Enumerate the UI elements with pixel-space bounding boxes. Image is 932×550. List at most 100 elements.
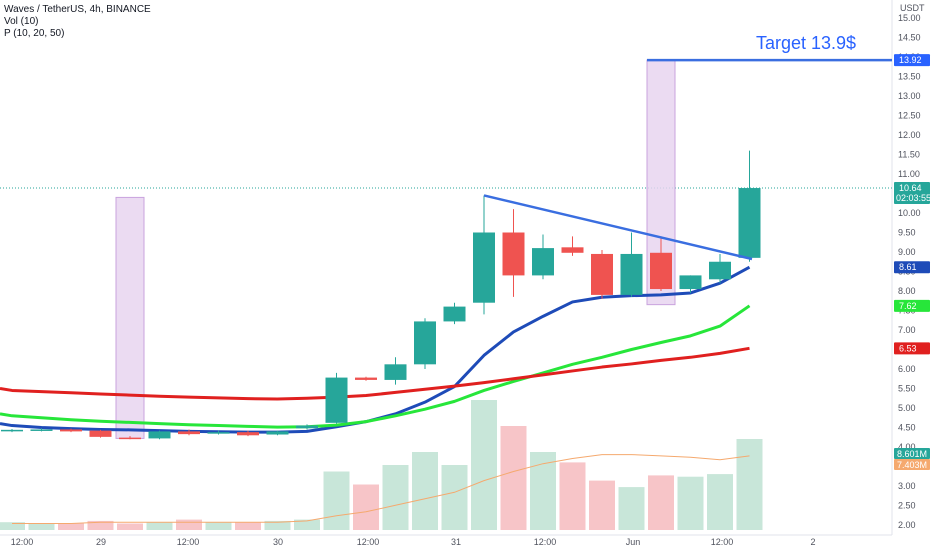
volume-tag-bg: [894, 459, 930, 470]
y-tick-label: 14.50: [898, 33, 921, 43]
candle-body: [443, 306, 466, 322]
candle-body: [148, 431, 171, 439]
volume-bar: [412, 452, 438, 530]
volume-tag-bg: [894, 448, 930, 459]
candle-body: [620, 253, 643, 295]
candle-body: [591, 253, 613, 295]
ma20-line: [0, 304, 751, 429]
y-tick-label: 8.00: [898, 286, 916, 296]
volume-bar: [589, 480, 615, 530]
volume-bar: [707, 474, 733, 530]
price-tag-label: 6.53: [899, 343, 917, 353]
candle-body: [709, 261, 731, 280]
volume-tag: 7.403M: [894, 459, 930, 470]
x-tick-label: 12:00: [177, 537, 200, 547]
y-tick-label: 12.00: [898, 130, 921, 140]
candle-body: [237, 432, 259, 436]
highlight-box: [115, 196, 145, 439]
chart-legend: Waves / TetherUS, 4h, BINANCE Vol (10) P…: [4, 4, 151, 40]
target-annotation: Target 13.9$: [756, 33, 856, 53]
y-tick-label: 10.00: [898, 208, 921, 218]
y-tick-label: 11.00: [898, 169, 920, 179]
volume-bar: [294, 519, 320, 530]
volume-bar: [441, 465, 468, 530]
candle-body: [502, 232, 525, 276]
price-tag: 13.92: [894, 54, 930, 67]
price-tag: 8.61: [894, 261, 930, 274]
y-tick-label: 7.00: [898, 325, 916, 335]
candle-body: [679, 275, 702, 290]
volume-bar: [471, 400, 497, 530]
candle-body: [119, 437, 141, 440]
x-tick-label: 2: [810, 537, 815, 547]
legend-moving-averages[interactable]: P (10, 20, 50): [4, 28, 65, 39]
y-tick-label: 15.00: [898, 13, 921, 23]
volume-bar: [235, 522, 261, 530]
candle-body: [738, 188, 761, 258]
volume-ma-line: [12, 454, 750, 524]
candle-body: [384, 364, 407, 380]
x-tick-label: 30: [273, 537, 283, 547]
candle-body: [266, 431, 289, 435]
volume-bar: [677, 476, 704, 530]
price-tag: 7.62: [894, 299, 930, 312]
volume-bar: [264, 520, 291, 530]
price-tag-bg: [894, 182, 930, 205]
volume-bar: [58, 523, 84, 530]
price-tag-bg: [894, 261, 930, 274]
volume-bar: [87, 520, 114, 530]
x-tick-label: 12:00: [711, 537, 734, 547]
volume-tag: 8.601M: [894, 448, 930, 459]
trendline: [483, 194, 753, 261]
candle-body: [1, 429, 23, 432]
volume-tag-label: 7.403M: [897, 460, 927, 470]
x-tick-label: 12:00: [11, 537, 34, 547]
volume-bar: [648, 475, 674, 530]
volume-bar: [117, 523, 143, 530]
currency-label: USDT: [900, 3, 925, 13]
volume-bar: [28, 523, 55, 530]
candle-body: [89, 430, 112, 437]
y-tick-label: 13.50: [898, 72, 921, 82]
volume-bar: [736, 439, 763, 530]
candle-body: [207, 432, 230, 434]
volume-bar: [205, 522, 232, 530]
candle-body: [561, 247, 584, 253]
x-tick-label: Jun: [626, 537, 641, 547]
y-tick-label: 4.50: [898, 423, 916, 433]
price-tag: 6.53: [894, 342, 930, 355]
volume-tag-label: 8.601M: [897, 449, 927, 459]
price-tag-label: 10.64: [899, 183, 922, 193]
y-tick-label: 2.00: [898, 520, 916, 530]
candle-body: [355, 377, 377, 380]
volume-bar: [353, 484, 379, 530]
volume-bar: [146, 522, 173, 530]
y-tick-label: 5.00: [898, 403, 916, 413]
candle-body: [30, 429, 53, 431]
volume-bar: [382, 465, 409, 530]
x-tick-label: 31: [451, 537, 461, 547]
legend-volume[interactable]: Vol (10): [4, 16, 39, 27]
legend-symbol[interactable]: Waves / TetherUS, 4h, BINANCE: [4, 4, 151, 15]
y-tick-label: 5.50: [898, 384, 916, 394]
price-tag-label: 8.61: [899, 262, 917, 272]
y-tick-label: 3.00: [898, 481, 916, 491]
x-tick-label: 12:00: [357, 537, 380, 547]
volume-bar: [530, 452, 556, 530]
y-tick-label: 11.50: [898, 150, 920, 160]
candle-body: [296, 425, 318, 429]
y-tick-label: 6.00: [898, 364, 916, 374]
candle-body: [325, 377, 348, 423]
y-tick-label: 9.00: [898, 247, 916, 257]
y-tick-label: 13.00: [898, 91, 921, 101]
x-tick-label: 12:00: [534, 537, 557, 547]
volume-bar: [0, 522, 25, 530]
candle-body: [532, 248, 554, 276]
candle-body: [414, 321, 436, 365]
price-tag-countdown: 02:03:55: [896, 193, 931, 203]
price-tag-bg: [894, 299, 930, 312]
candle-body: [60, 429, 82, 432]
price-tag-bg: [894, 54, 930, 67]
